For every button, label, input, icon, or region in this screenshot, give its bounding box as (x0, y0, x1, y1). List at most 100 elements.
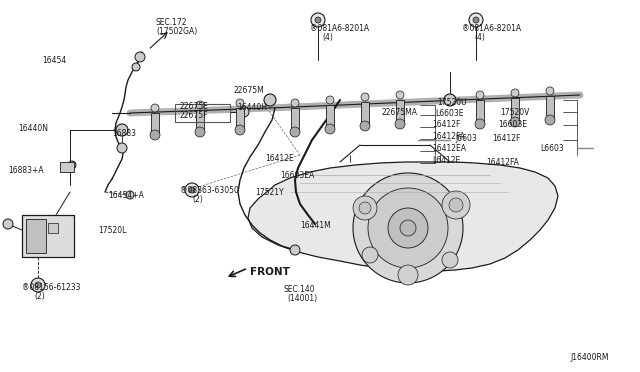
Bar (361, 102, 369, 126)
Circle shape (398, 265, 418, 285)
Text: (2): (2) (192, 195, 203, 203)
Circle shape (31, 278, 45, 292)
Circle shape (546, 87, 554, 95)
Bar (60, 162, 74, 172)
Circle shape (116, 124, 128, 136)
Bar (291, 108, 299, 132)
Circle shape (35, 282, 41, 288)
Circle shape (135, 52, 145, 62)
Circle shape (117, 143, 127, 153)
Text: 16883+A: 16883+A (8, 166, 44, 174)
Bar (175, 104, 230, 122)
Text: ®08156-61233: ®08156-61233 (22, 282, 81, 292)
Bar (511, 98, 519, 122)
Bar (22, 215, 74, 257)
Text: J16400RM: J16400RM (570, 353, 609, 362)
Circle shape (326, 96, 334, 104)
Circle shape (476, 91, 484, 99)
Text: 16412E: 16412E (265, 154, 294, 163)
Circle shape (396, 91, 404, 99)
Circle shape (290, 127, 300, 137)
Text: 16441M: 16441M (300, 221, 331, 230)
Bar (196, 110, 204, 132)
Circle shape (400, 220, 416, 236)
Text: (2): (2) (34, 292, 45, 301)
Text: 16454+A: 16454+A (108, 190, 144, 199)
Bar (236, 108, 244, 130)
Circle shape (132, 63, 140, 71)
Bar (476, 100, 484, 124)
Text: 22675F: 22675F (179, 110, 207, 119)
Text: 17520L: 17520L (98, 225, 126, 234)
Polygon shape (248, 162, 558, 271)
Text: 16412FA: 16412FA (432, 131, 465, 141)
Text: 22675MA: 22675MA (382, 108, 418, 116)
Circle shape (196, 101, 204, 109)
Text: (4): (4) (474, 32, 485, 42)
Circle shape (325, 124, 335, 134)
Circle shape (545, 115, 555, 125)
Circle shape (150, 130, 160, 140)
Text: ®08363-63050: ®08363-63050 (180, 186, 239, 195)
Circle shape (442, 252, 458, 268)
Text: 17521Y: 17521Y (255, 187, 284, 196)
Circle shape (315, 17, 321, 23)
Circle shape (473, 17, 479, 23)
Text: 16440H: 16440H (237, 103, 267, 112)
Text: SEC.172: SEC.172 (156, 17, 188, 26)
Circle shape (353, 196, 377, 220)
Circle shape (510, 117, 520, 127)
Text: 16412FA: 16412FA (486, 157, 519, 167)
Circle shape (195, 127, 205, 137)
Circle shape (442, 191, 470, 219)
Text: 16412F: 16412F (492, 134, 520, 142)
Text: 16412EA: 16412EA (432, 144, 466, 153)
Circle shape (235, 125, 245, 135)
Text: 16454: 16454 (42, 55, 67, 64)
Circle shape (368, 188, 448, 268)
Bar (48, 223, 58, 233)
Text: L6412E: L6412E (432, 155, 460, 164)
Text: ®081A6-8201A: ®081A6-8201A (462, 23, 521, 32)
Text: 16603E: 16603E (498, 119, 527, 128)
Text: J6603: J6603 (455, 134, 477, 142)
Text: (14001): (14001) (287, 295, 317, 304)
Circle shape (444, 94, 456, 106)
Text: FRONT: FRONT (250, 267, 290, 277)
Circle shape (360, 121, 370, 131)
Text: 22675M: 22675M (234, 86, 265, 94)
Circle shape (469, 13, 483, 27)
Circle shape (449, 198, 463, 212)
Bar (26, 219, 46, 253)
Text: 17520V: 17520V (500, 108, 529, 116)
Circle shape (126, 191, 134, 199)
Circle shape (362, 247, 378, 263)
Circle shape (239, 107, 249, 117)
Circle shape (151, 104, 159, 112)
Circle shape (189, 187, 195, 193)
Text: L6603: L6603 (540, 144, 564, 153)
Circle shape (290, 245, 300, 255)
Circle shape (475, 119, 485, 129)
Circle shape (395, 119, 405, 129)
Text: SEC.140: SEC.140 (284, 285, 316, 295)
Bar (151, 113, 159, 135)
Circle shape (236, 99, 244, 107)
Circle shape (185, 183, 199, 197)
Circle shape (311, 13, 325, 27)
Circle shape (3, 219, 13, 229)
Bar (326, 105, 334, 129)
Circle shape (291, 99, 299, 107)
Circle shape (353, 173, 463, 283)
Text: 16412F: 16412F (432, 119, 460, 128)
Bar (396, 100, 404, 124)
Text: 17520U: 17520U (437, 97, 467, 106)
Text: ®081A6-8201A: ®081A6-8201A (310, 23, 369, 32)
Text: 22675E: 22675E (179, 102, 208, 110)
Circle shape (187, 185, 197, 195)
Text: (17502GA): (17502GA) (156, 26, 197, 35)
Circle shape (68, 161, 76, 169)
Circle shape (361, 93, 369, 101)
Text: 16440N: 16440N (18, 124, 48, 132)
Bar (546, 96, 554, 120)
